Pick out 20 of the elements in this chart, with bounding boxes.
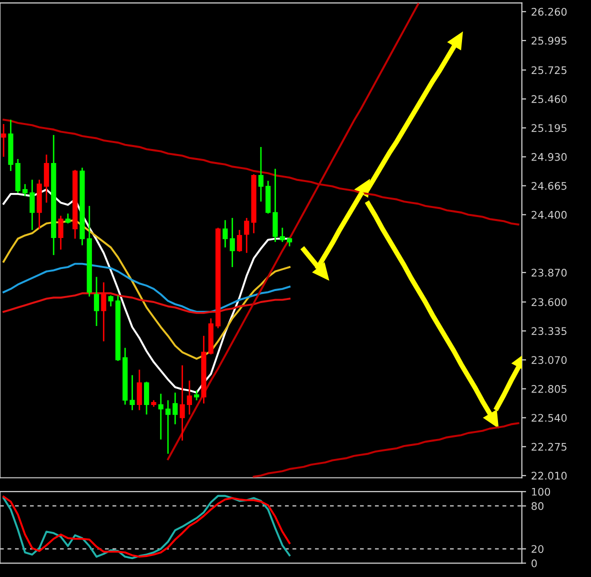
y-tick-label: 20	[532, 545, 544, 553]
y-tick-label: 26.260	[532, 8, 567, 16]
y-tick-label: 22.805	[532, 385, 566, 393]
y-tick-label: 23.335	[532, 327, 566, 336]
y-tick-label: 25.195	[532, 124, 566, 132]
y-tick-label: 80	[532, 502, 544, 510]
y-tick-label: 22.540	[532, 414, 567, 422]
y-tick-label: 24.400	[532, 210, 567, 219]
y-tick-label: 100	[532, 488, 550, 496]
y-tick-label: 22.275	[532, 442, 566, 451]
y-tick-label: 25.460	[532, 95, 567, 104]
y-tick-label: 22.010	[532, 472, 567, 480]
y-tick-label: 23.600	[532, 298, 567, 306]
y-tick-label: 0	[532, 559, 537, 568]
y-tick-label: 24.665	[532, 182, 566, 190]
y-tick-label: 25.995	[532, 36, 566, 45]
y-tick-label: 24.930	[532, 153, 567, 161]
y-tick-label: 23.070	[532, 356, 567, 364]
y-tick-label: 25.725	[532, 66, 566, 74]
y-tick-label: 23.870	[532, 268, 567, 277]
